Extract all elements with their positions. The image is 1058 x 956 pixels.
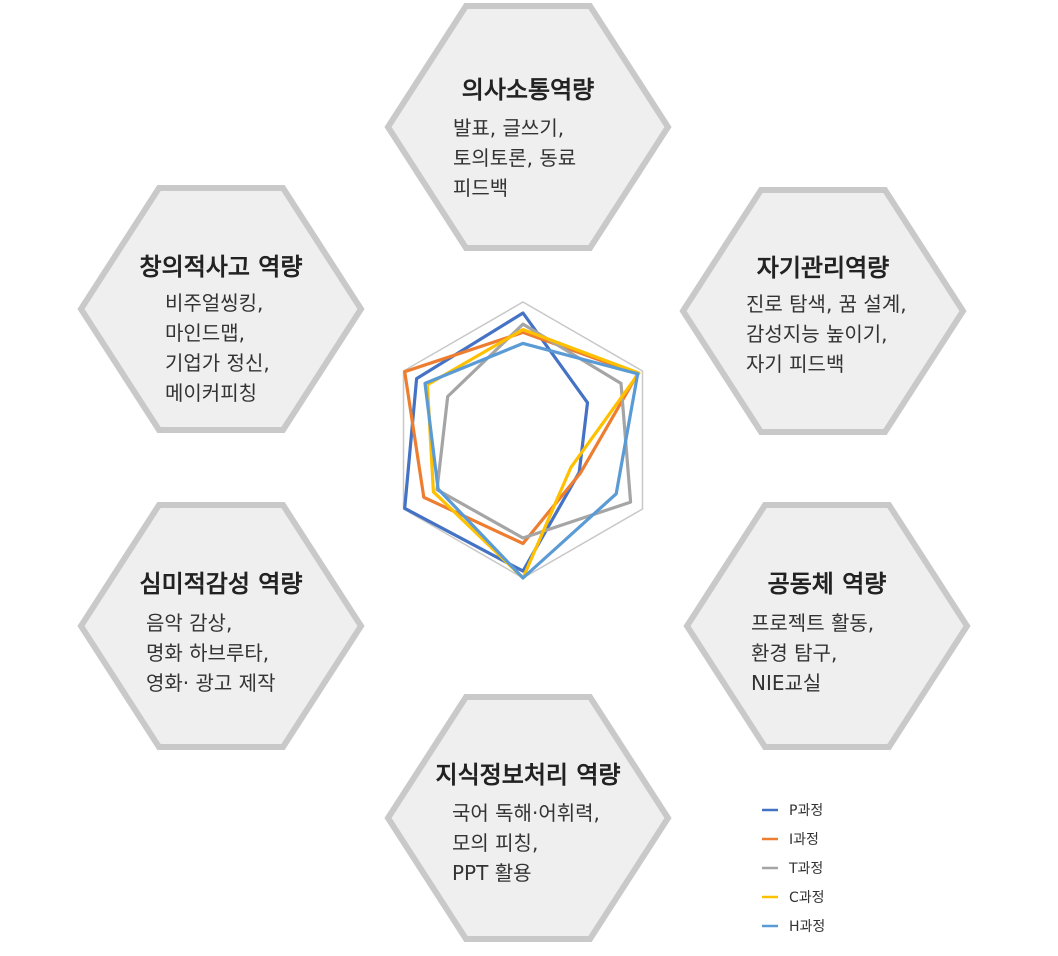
hexagon-detail-line: NIE교실 <box>751 671 821 695</box>
hexagon-detail-line: 프로젝트 활동, <box>751 611 874 635</box>
hexagon-shape <box>679 187 967 435</box>
hexagon-detail-line: PPT 활용 <box>452 861 532 885</box>
radar-series-line <box>423 341 640 580</box>
legend-item: P과정 <box>762 803 823 819</box>
hexagon-detail-line: 자기 피드백 <box>746 352 844 376</box>
legend-label: I과정 <box>789 832 819 848</box>
legend-label: H과정 <box>789 919 825 935</box>
hexagon-detail-line: 국어 독해·어휘력, <box>452 801 600 825</box>
hexagon-detail-line: 진로 탐색, 꿈 설계, <box>746 292 907 316</box>
legend-label: C과정 <box>789 890 825 906</box>
legend-label: P과정 <box>789 803 823 819</box>
hexagon-detail-line: 모의 피칭, <box>452 831 538 855</box>
legend-item: C과정 <box>762 890 825 906</box>
hexagon-detail-line: 발표, 글쓰기, <box>453 116 564 140</box>
hexagon-shape <box>384 2 672 251</box>
hexagon-shape <box>77 502 365 750</box>
legend: P과정 I과정 T과정 C과정 H과정 <box>762 803 825 935</box>
hexagon-detail-line: 영화· 광고 제작 <box>146 671 275 695</box>
legend-item: T과정 <box>762 861 823 877</box>
legend-item: I과정 <box>762 832 819 848</box>
hexagon-title: 창의적사고 역량 <box>140 253 303 281</box>
hexagon-title: 심미적감성 역량 <box>140 570 303 598</box>
hexagon-detail-line: 토의토론, 동료 <box>453 146 576 170</box>
hexagon-detail-line: 음악 감상, <box>146 611 232 635</box>
hexagon-detail-line: 기업가 정신, <box>165 351 270 375</box>
hexagon-title: 공동체 역량 <box>768 570 887 598</box>
hexagon-detail-line: 메이커피칭 <box>165 381 257 405</box>
hexagon-shape <box>384 694 672 942</box>
hexagon-title: 의사소통역량 <box>462 76 594 104</box>
hexagon-detail-line: 감성지능 높이기, <box>746 322 888 346</box>
hexagon-title: 자기관리역량 <box>757 254 889 282</box>
hexagon-shape <box>683 502 971 750</box>
radar-series-line <box>403 311 590 573</box>
hexagon-detail-line: 피드백 <box>453 176 508 200</box>
hexagon-title: 지식정보처리 역량 <box>436 761 621 789</box>
hexagon-detail-line: 명화 하브루타, <box>146 641 269 665</box>
hexagon-detail-line: 환경 탐구, <box>751 641 837 665</box>
radar-series-line <box>435 322 633 540</box>
legend-label: T과정 <box>788 861 823 877</box>
radar-series-group <box>403 311 641 580</box>
radar-chart <box>402 301 644 580</box>
legend-item: H과정 <box>762 919 825 935</box>
hexagon-detail-line: 마인드맵, <box>165 321 245 345</box>
hexagon-detail-line: 비주얼씽킹, <box>165 291 263 315</box>
hexagon-shape <box>77 185 365 433</box>
